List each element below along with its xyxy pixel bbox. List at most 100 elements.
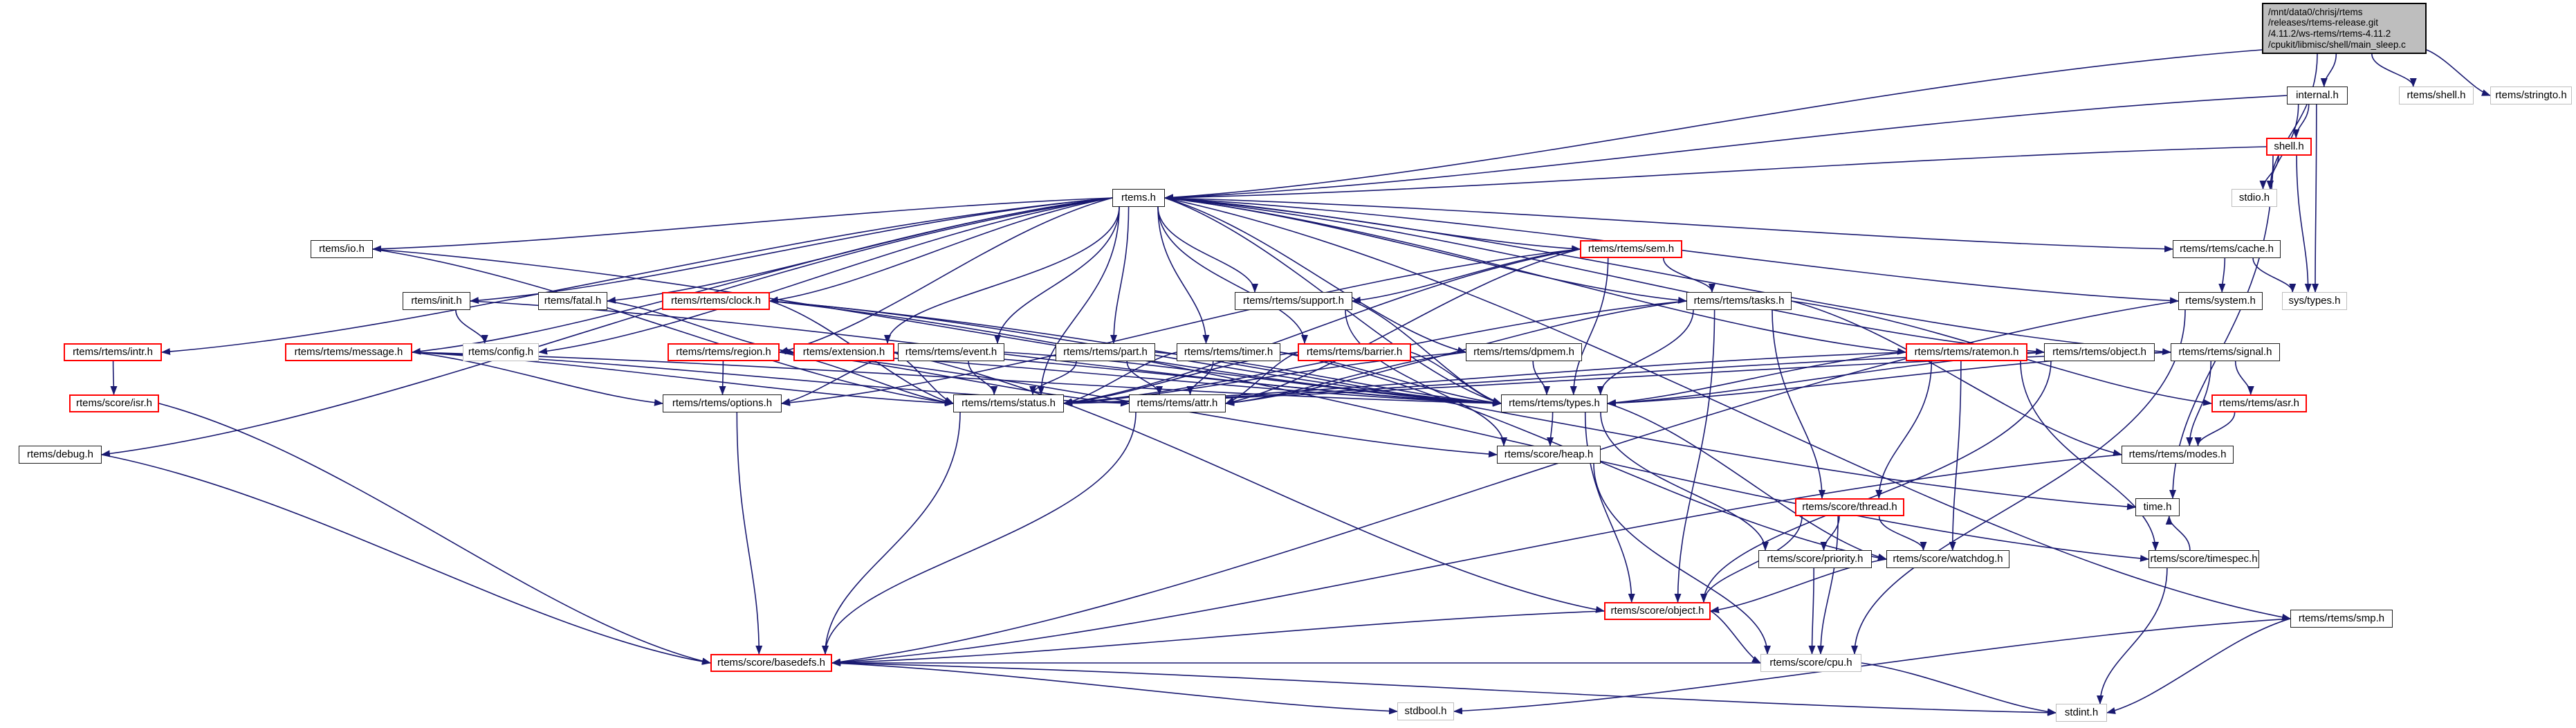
root-path-line: /mnt/data0/chrisj/rtems <box>2268 6 2363 17</box>
include-edge-rtems-barrier <box>1157 206 1308 344</box>
include-edge-root-stringto <box>2426 49 2491 96</box>
graph-node-time[interactable]: time.h <box>2135 498 2180 516</box>
graph-node-rtems_shell: rtems/shell.h <box>2399 87 2474 104</box>
graph-node-region[interactable]: rtems/rtems/region.h <box>668 343 780 361</box>
graph-node-extension[interactable]: rtems/extension.h <box>793 343 894 361</box>
include-edge-options-basedefs <box>736 412 763 655</box>
include-edge-ratemon-timespec <box>2020 361 2159 551</box>
graph-node-clock[interactable]: rtems/rtems/clock.h <box>662 292 770 310</box>
graph-node-cache[interactable]: rtems/rtems/cache.h <box>2173 240 2281 258</box>
graph-node-io[interactable]: rtems/io.h <box>311 240 373 258</box>
graph-node-fatal[interactable]: rtems/fatal.h <box>538 292 607 310</box>
graph-node-stdio: stdio.h <box>2232 189 2277 207</box>
include-edge-rtems-extension <box>884 206 1120 344</box>
graph-node-stdint: stdint.h <box>2056 704 2107 722</box>
include-edge-part-status <box>1029 361 1077 395</box>
include-edge-r_object-s_object <box>1700 361 2052 603</box>
graph-node-heap[interactable]: rtems/score/heap.h <box>1497 446 1601 464</box>
graph-node-barrier[interactable]: rtems/rtems/barrier.h <box>1298 343 1411 361</box>
graph-node-timer[interactable]: rtems/rtems/timer.h <box>1177 343 1280 361</box>
graph-node-basedefs[interactable]: rtems/score/basedefs.h <box>710 654 832 672</box>
graph-node-types[interactable]: rtems/rtems/types.h <box>1501 394 1608 412</box>
graph-node-options[interactable]: rtems/rtems/options.h <box>663 394 782 412</box>
graph-node-config: rtems/config.h <box>463 343 539 361</box>
graph-node-init[interactable]: rtems/init.h <box>403 292 470 310</box>
graph-node-s_object[interactable]: rtems/score/object.h <box>1604 602 1711 620</box>
include-edge-init-config <box>455 309 488 344</box>
graph-node-support[interactable]: rtems/rtems/support.h <box>1235 292 1352 310</box>
include-edge-root-rtems <box>1164 49 2263 201</box>
graph-node-asr[interactable]: rtems/rtems/asr.h <box>2211 394 2307 412</box>
graph-node-stdbool: stdbool.h <box>1397 702 1454 720</box>
graph-node-modes[interactable]: rtems/rtems/modes.h <box>2122 446 2234 464</box>
include-edge-isr-basedefs <box>158 403 711 665</box>
include-edge-timer-status <box>1063 352 1177 406</box>
include-edge-types-s_object <box>1584 412 1635 603</box>
graph-node-r_object[interactable]: rtems/rtems/object.h <box>2044 343 2155 361</box>
include-edge-asr-modes <box>2194 412 2236 446</box>
include-edge-thread-s_object <box>1700 516 1803 603</box>
include-edge-shell-stdio <box>2259 155 2279 190</box>
graph-node-watchdog[interactable]: rtems/score/watchdog.h <box>1886 550 2009 568</box>
include-edge-message-types <box>412 352 1502 407</box>
include-edge-basedefs-stdint <box>831 662 2057 716</box>
graph-node-part[interactable]: rtems/rtems/part.h <box>1056 343 1155 361</box>
graph-node-event[interactable]: rtems/rtems/event.h <box>898 343 1004 361</box>
include-edge-root-internal <box>2320 53 2337 87</box>
graph-node-tasks[interactable]: rtems/rtems/tasks.h <box>1686 292 1792 310</box>
include-edge-ratemon-watchdog <box>1949 361 1962 551</box>
graph-node-message[interactable]: rtems/rtems/message.h <box>285 343 412 361</box>
graph-node-isr[interactable]: rtems/score/isr.h <box>69 394 159 412</box>
include-edge-message-options <box>412 352 663 406</box>
graph-node-shell[interactable]: shell.h <box>2266 138 2312 156</box>
include-edge-ratemon-types <box>1607 352 1906 406</box>
graph-node-internal[interactable]: internal.h <box>2287 87 2348 104</box>
include-edge-rtems-region <box>779 197 1113 354</box>
graph-node-thread[interactable]: rtems/score/thread.h <box>1795 498 1904 516</box>
graph-node-rtems[interactable]: rtems.h <box>1112 189 1165 207</box>
graph-node-signal[interactable]: rtems/rtems/signal.h <box>2171 343 2280 361</box>
include-edge-rtems-message <box>412 197 1113 355</box>
graph-node-system[interactable]: rtems/system.h <box>2178 292 2263 310</box>
include-edge-internal-sys_types <box>2312 104 2319 293</box>
root-path-line: /cpukit/libmisc/shell/main_sleep.c <box>2268 39 2406 50</box>
graph-node-timespec[interactable]: rtems/score/timespec.h <box>2149 550 2259 568</box>
include-edge-timespec-time <box>2165 516 2191 551</box>
include-edge-rtems-status <box>1038 206 1120 395</box>
include-edge-attr-basedefs <box>822 412 1137 655</box>
graph-node-ratemon[interactable]: rtems/rtems/ratemon.h <box>1906 343 2027 361</box>
include-edge-tasks-s_object <box>1674 309 1715 603</box>
include-edge-rtems-config <box>538 197 1113 355</box>
include-edge-types-priority <box>1600 412 1769 551</box>
include-edge-rtems-io <box>372 197 1113 253</box>
include-edge-region-options <box>719 361 726 395</box>
graph-node-priority[interactable]: rtems/score/priority.h <box>1758 550 1872 568</box>
include-edge-priority-cpu <box>1808 567 1816 655</box>
include-edge-rtems-support <box>1157 206 1258 293</box>
include-edge-sem-support <box>1352 248 1581 304</box>
graph-node-debug[interactable]: rtems/debug.h <box>19 446 102 464</box>
include-edge-shell-rtems <box>1164 146 2267 201</box>
include-edge-rtems-signal <box>1164 197 2171 356</box>
include-edge-ratemon-thread <box>1875 361 1933 499</box>
graph-node-sys_types: sys/types.h <box>2282 292 2347 310</box>
graph-node-smp[interactable]: rtems/rtems/smp.h <box>2290 610 2393 628</box>
graph-node-sem[interactable]: rtems/rtems/sem.h <box>1580 240 1682 258</box>
include-edge-thread-cpu <box>1817 516 1839 655</box>
graph-node-intr[interactable]: rtems/rtems/intr.h <box>64 343 162 361</box>
include-edge-rtems-dpmem <box>1164 197 1466 354</box>
include-edge-sem-attr <box>1225 248 1581 406</box>
include-edge-rtems-smp <box>1164 197 2291 621</box>
include-edge-thread-priority <box>1820 516 1840 551</box>
include-edge-internal-rtems <box>1164 95 2288 201</box>
graph-node-dpmem[interactable]: rtems/rtems/dpmem.h <box>1466 343 1582 361</box>
include-edge-timespec-stdint <box>2097 567 2168 704</box>
include-edge-types-heap <box>1547 412 1554 446</box>
include-edge-cache-system <box>2218 257 2226 293</box>
root-path-line: /4.11.2/ws-rtems/rtems-4.11.2 <box>2268 28 2391 39</box>
graph-node-status[interactable]: rtems/rtems/status.h <box>953 394 1064 412</box>
include-edge-rtems-debug <box>101 197 1113 457</box>
graph-node-attr[interactable]: rtems/rtems/attr.h <box>1129 394 1226 412</box>
